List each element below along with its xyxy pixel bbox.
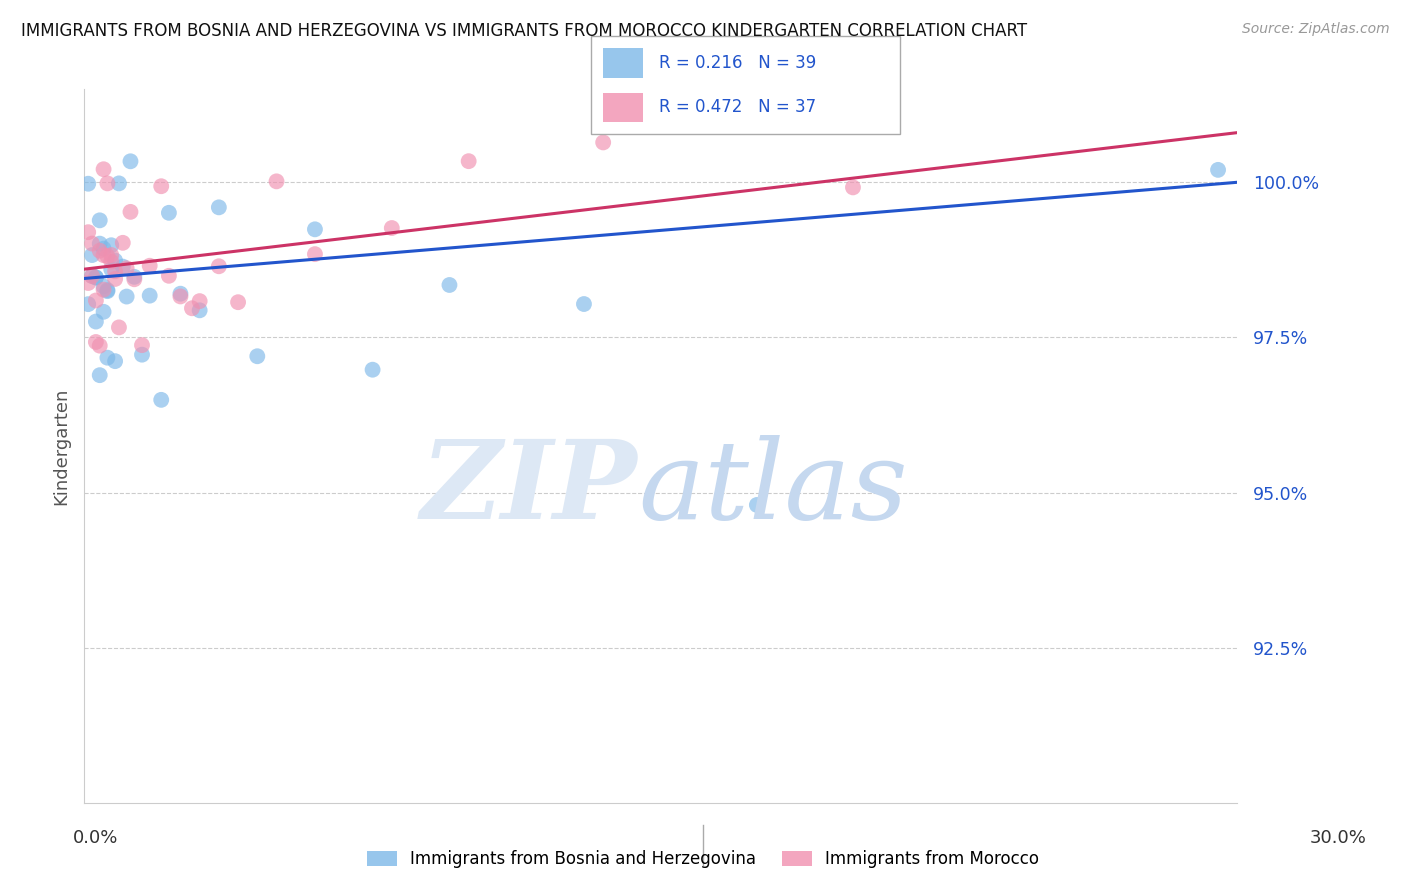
Point [89, 339, 111, 353]
Point [361, 362, 384, 376]
Point [96, 351, 118, 365]
Point [84, 270, 107, 285]
Point [80, 236, 103, 251]
Text: ZIP: ZIP [422, 435, 638, 542]
Point [592, 136, 614, 150]
Point [108, 177, 131, 191]
Y-axis label: Kindergarten: Kindergarten [52, 387, 70, 505]
Point [304, 247, 326, 261]
Point [84, 334, 107, 349]
Point [89, 244, 111, 258]
Point [96, 284, 118, 298]
Point [104, 253, 127, 268]
Point [100, 254, 122, 268]
Point [124, 269, 146, 284]
Point [111, 260, 134, 274]
Text: R = 0.216   N = 39: R = 0.216 N = 39 [658, 54, 815, 72]
Point [93, 305, 115, 319]
Point [572, 297, 595, 311]
Point [181, 301, 204, 316]
Bar [603, 93, 643, 122]
Point [381, 221, 404, 235]
Point [138, 259, 160, 273]
Point [89, 368, 111, 383]
Point [842, 180, 865, 194]
Point [115, 261, 138, 276]
Point [169, 289, 191, 303]
Point [208, 200, 231, 214]
Point [93, 248, 115, 262]
Point [84, 293, 107, 308]
Point [96, 249, 118, 263]
FancyBboxPatch shape [591, 36, 900, 134]
Point [93, 279, 115, 293]
Point [93, 242, 115, 256]
Text: 30.0%: 30.0% [1310, 829, 1367, 847]
Point [150, 392, 173, 407]
Point [169, 286, 191, 301]
Point [439, 277, 461, 292]
Point [131, 348, 153, 362]
Text: atlas: atlas [638, 435, 907, 542]
Point [77, 276, 100, 290]
Point [80, 248, 103, 262]
Point [745, 498, 768, 512]
Point [131, 338, 153, 352]
Point [96, 177, 118, 191]
Point [120, 205, 142, 219]
Text: 0.0%: 0.0% [73, 829, 118, 847]
Point [150, 179, 173, 194]
Point [93, 283, 115, 297]
Point [84, 314, 107, 328]
Point [157, 268, 180, 283]
Bar [603, 48, 643, 78]
Point [304, 222, 326, 236]
Point [138, 288, 160, 302]
Point [457, 154, 479, 169]
Point [188, 294, 211, 309]
Point [120, 154, 142, 169]
Point [80, 268, 103, 283]
Point [226, 295, 249, 310]
Point [77, 225, 100, 239]
Point [1206, 162, 1229, 177]
Point [157, 206, 180, 220]
Point [115, 289, 138, 303]
Point [100, 238, 122, 252]
Point [208, 260, 231, 274]
Text: Source: ZipAtlas.com: Source: ZipAtlas.com [1241, 22, 1389, 37]
Point [266, 174, 288, 188]
Point [80, 268, 103, 283]
Point [77, 177, 100, 191]
Legend: Immigrants from Bosnia and Herzegovina, Immigrants from Morocco: Immigrants from Bosnia and Herzegovina, … [360, 844, 1046, 875]
Point [108, 320, 131, 334]
Point [89, 213, 111, 227]
Point [188, 303, 211, 318]
Point [104, 354, 127, 368]
Point [100, 262, 122, 277]
Point [111, 235, 134, 250]
Point [84, 270, 107, 285]
Point [96, 283, 118, 297]
Point [104, 272, 127, 286]
Point [100, 248, 122, 262]
Text: R = 0.472   N = 37: R = 0.472 N = 37 [658, 98, 815, 116]
Point [77, 297, 100, 311]
Point [89, 236, 111, 251]
Text: IMMIGRANTS FROM BOSNIA AND HERZEGOVINA VS IMMIGRANTS FROM MOROCCO KINDERGARTEN C: IMMIGRANTS FROM BOSNIA AND HERZEGOVINA V… [21, 22, 1028, 40]
Point [104, 264, 127, 278]
Point [124, 272, 146, 286]
Point [93, 162, 115, 177]
Point [246, 349, 269, 363]
